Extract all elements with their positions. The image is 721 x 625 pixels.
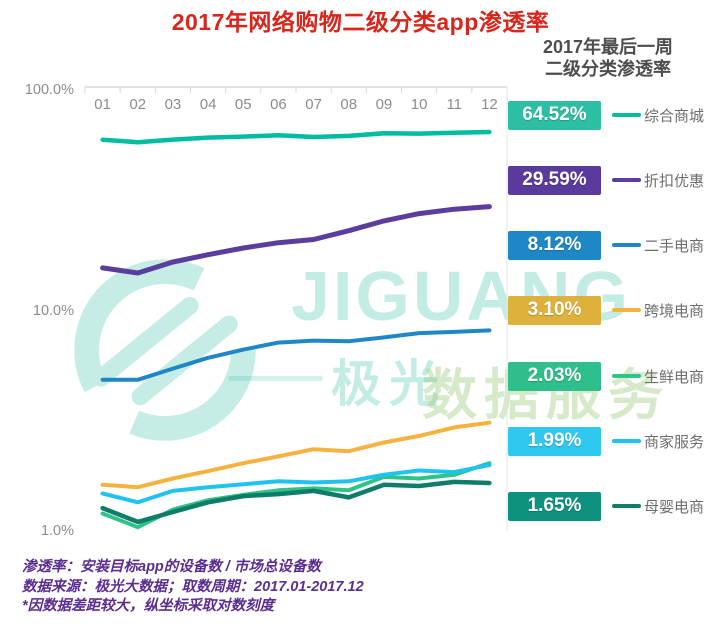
x-axis-label-03: 03 <box>165 96 182 113</box>
x-axis-label-06: 06 <box>270 96 287 113</box>
legend-value-badge: 3.10% <box>508 295 601 325</box>
y-axis-tick-100: 100.0% <box>24 82 74 98</box>
x-axis-label-05: 05 <box>235 96 252 113</box>
legend-row: 29.59% 折扣优惠 <box>508 165 704 195</box>
legend-series-label: 商家服务 <box>644 433 705 451</box>
legend-series-label: 折扣优惠 <box>644 172 705 190</box>
legend-line-swatch <box>612 439 641 443</box>
series-line-5 <box>100 461 492 530</box>
footer-source: 数据来源：极光大数据；取数周期：2017.01-2017.12 <box>22 578 364 595</box>
x-axis-label-07: 07 <box>305 96 322 113</box>
legend-header-line2: 二级分类渗透率 <box>545 59 671 79</box>
legend-row: 64.52% 综合商城 <box>508 100 704 130</box>
series-line-7 <box>100 479 492 525</box>
legend-line-swatch <box>612 243 641 247</box>
legend-row: 2.03% 生鲜电商 <box>508 361 704 391</box>
legend-value-badge: 1.65% <box>508 491 601 521</box>
footer-log-note: *因数据差距较大，纵坐标采取对数刻度 <box>22 598 275 614</box>
x-axis-label-12: 12 <box>481 96 498 113</box>
series-line-6 <box>100 463 492 505</box>
series-line-4 <box>100 420 492 490</box>
watermark-suffix-text: 数据服务 <box>422 364 671 426</box>
watermark-brand-text: 极光 <box>331 356 447 412</box>
x-axis-label-11: 11 <box>446 96 462 113</box>
legend-series-label: 生鲜电商 <box>644 368 705 386</box>
x-axis-label-04: 04 <box>200 96 217 113</box>
footer-notes: 渗透率：安装目标app的设备数 / 市场总设备数 数据来源：极光大数据；取数周期… <box>22 558 364 617</box>
series-line-3 <box>100 328 492 382</box>
legend-header-line1: 2017年最后一周 <box>542 37 674 57</box>
legend-row: 8.12% 二手电商 <box>508 230 704 260</box>
legend-line-swatch <box>612 504 641 508</box>
legend-value-badge: 1.99% <box>508 426 601 456</box>
x-axis-label-10: 10 <box>411 96 428 113</box>
legend-header: 2017年最后一周 二级分类渗透率 <box>497 36 719 80</box>
y-axis-tick-1: 1.0% <box>40 523 74 539</box>
y-axis-tick-10: 10.0% <box>32 303 74 319</box>
legend-row: 3.10% 跨境电商 <box>508 295 704 325</box>
x-axis-label-08: 08 <box>340 96 357 113</box>
legend-row: 1.65% 母婴电商 <box>508 491 704 521</box>
legend-line-swatch <box>612 178 641 182</box>
legend-series-label: 跨境电商 <box>644 302 705 320</box>
jiguang-logo-icon <box>74 259 256 441</box>
watermark-logo-text: JIGUANG <box>291 257 631 335</box>
legend-series-label: 综合商城 <box>644 107 705 125</box>
footer-definition: 渗透率：安装目标app的设备数 / 市场总设备数 <box>22 559 321 575</box>
series-line-1 <box>100 129 492 145</box>
legend-value-badge: 8.12% <box>508 230 601 260</box>
legend-line-swatch <box>612 113 641 117</box>
page-title: 2017年网络购物二级分类app渗透率 <box>171 9 550 35</box>
watermark-dash <box>228 376 323 381</box>
x-axis-label-01: 01 <box>94 96 111 113</box>
legend-series-label: 母婴电商 <box>644 498 705 516</box>
x-axis-label-02: 02 <box>129 96 146 113</box>
legend-line-swatch <box>612 374 641 378</box>
legend-value-badge: 2.03% <box>508 361 601 391</box>
legend-value-badge: 29.59% <box>508 165 601 195</box>
legend-line-swatch <box>612 308 641 312</box>
series-line-2 <box>100 204 492 276</box>
legend-series-label: 二手电商 <box>644 237 705 255</box>
x-axis-label-09: 09 <box>376 96 393 113</box>
legend-row: 1.99% 商家服务 <box>508 426 704 456</box>
legend-value-badge: 64.52% <box>508 100 601 130</box>
